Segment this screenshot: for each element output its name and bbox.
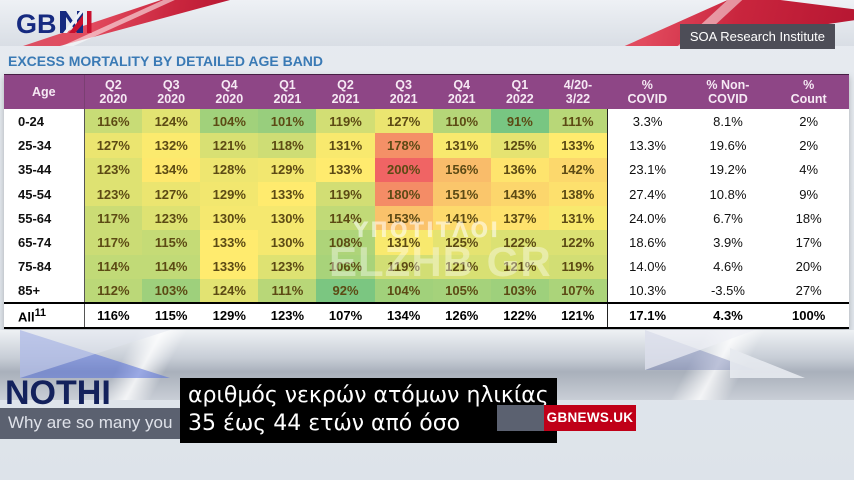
svg-text:GB: GB <box>16 9 57 39</box>
